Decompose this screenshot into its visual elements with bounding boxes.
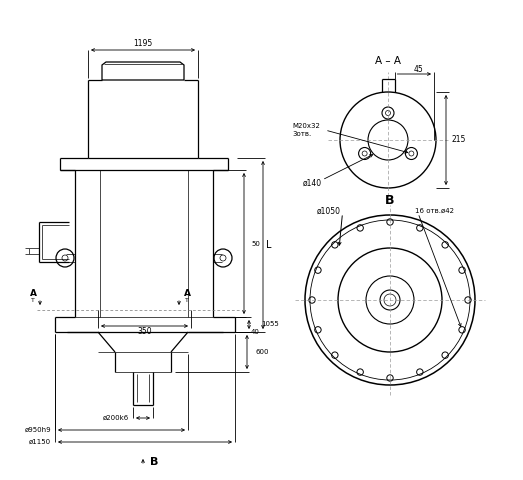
Text: A – A: A – A [375,56,401,66]
Text: B: B [150,457,158,467]
Text: ø1050: ø1050 [316,206,340,216]
Text: 350: 350 [138,327,152,336]
Text: 40: 40 [251,329,260,335]
Text: M20x32: M20x32 [292,123,320,129]
Text: ø200k6: ø200k6 [103,415,129,421]
Text: 3отв.: 3отв. [292,131,311,137]
Text: 45: 45 [413,64,423,73]
Text: 215: 215 [451,135,465,144]
Text: L: L [266,240,272,250]
Text: T: T [185,298,189,302]
Text: B: B [385,193,395,206]
Text: 50: 50 [251,240,260,247]
Text: 600: 600 [255,349,268,355]
Text: A: A [29,289,37,299]
Text: A: A [184,289,190,299]
Text: 1055: 1055 [261,322,279,327]
Text: 16 отв.ø42: 16 отв.ø42 [415,208,454,214]
Text: ø950h9: ø950h9 [25,427,51,433]
Text: ø140: ø140 [303,179,322,188]
Text: ø1150: ø1150 [29,439,51,445]
Text: T: T [31,298,35,302]
Text: 1195: 1195 [133,39,153,48]
